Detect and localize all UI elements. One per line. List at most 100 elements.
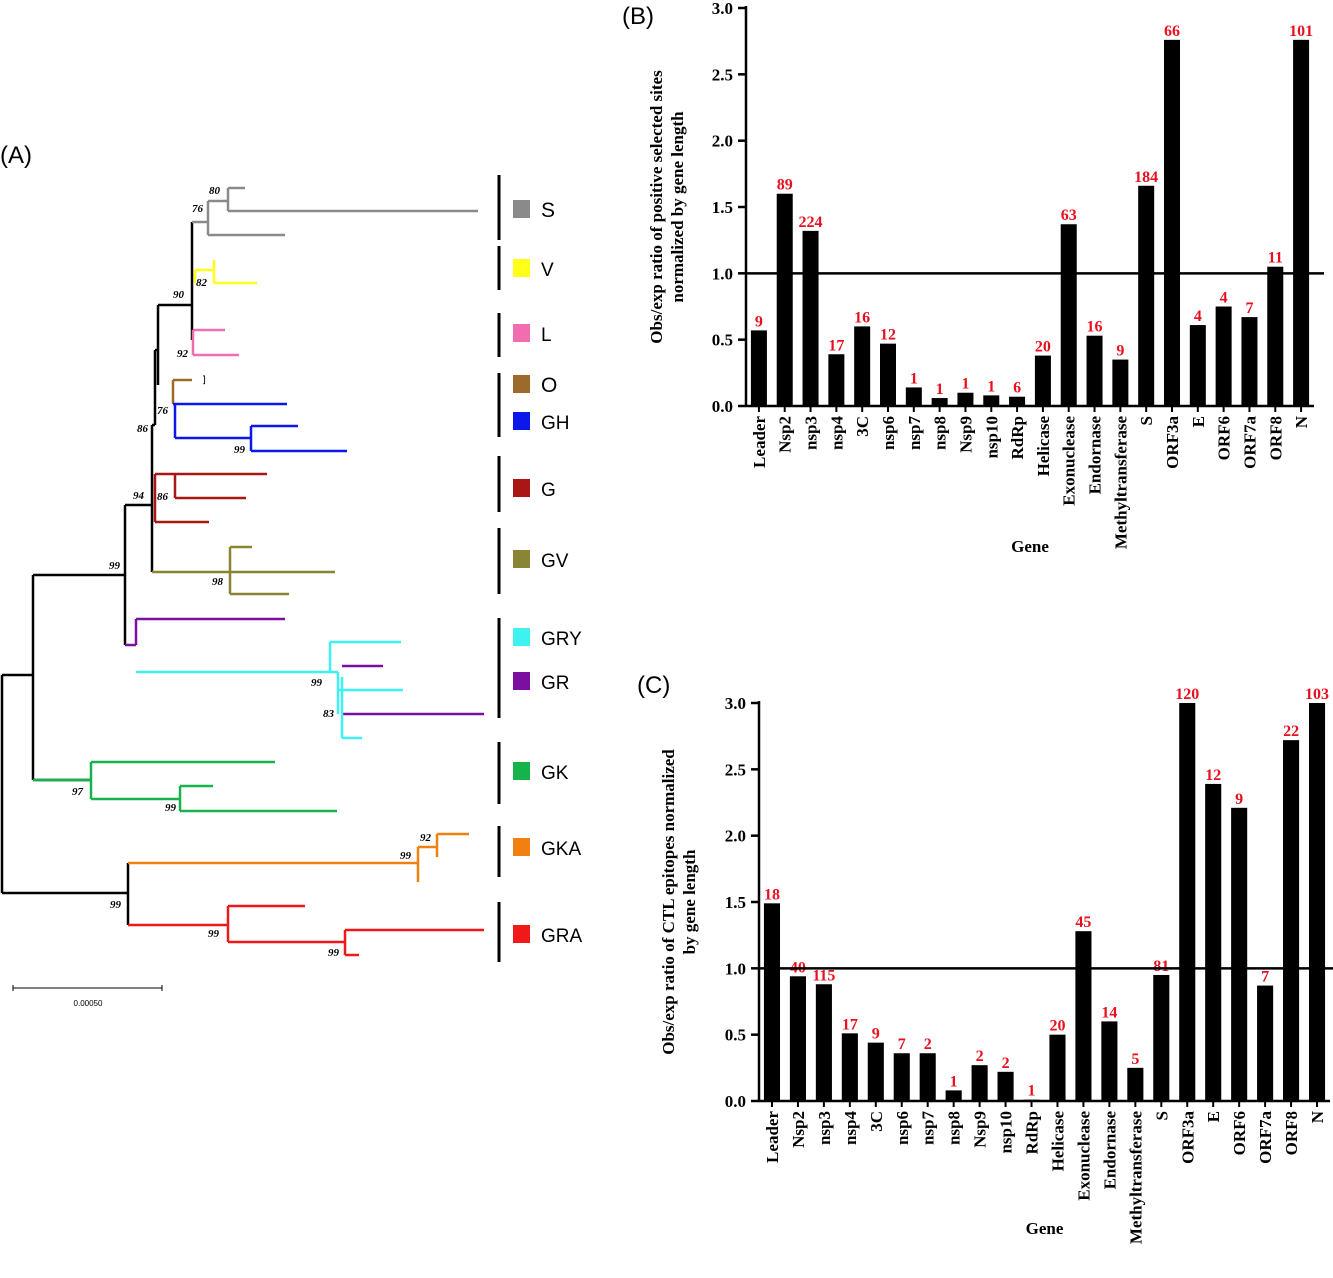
x-tick-label: ORF7a: [1240, 416, 1259, 469]
bar: [763, 903, 781, 1101]
x-tick-label: ORF7a: [1256, 1111, 1275, 1164]
data-label: 22: [1283, 723, 1299, 740]
x-tick-label: ORF6: [1215, 416, 1234, 460]
data-label: 1: [950, 1073, 958, 1090]
bootstrap-label: 99: [400, 850, 412, 862]
bar: [802, 230, 819, 406]
data-label: 6: [1013, 380, 1021, 397]
clade-swatch-o: [513, 375, 530, 393]
clade-gka-branches: [128, 832, 469, 882]
data-label: 115: [812, 967, 835, 984]
bar: [1138, 185, 1155, 406]
y-tick-label: 0.0: [725, 1092, 746, 1111]
data-label: 16: [854, 309, 870, 326]
y-tick-label: 0.5: [712, 331, 733, 350]
clade-swatch-gra: [513, 925, 530, 943]
clade-swatch-v: [513, 259, 530, 277]
x-tick-label: Leader: [763, 1111, 782, 1163]
data-label: 16: [1087, 319, 1103, 336]
bar: [1009, 396, 1026, 406]
x-axis-title: Gene: [1026, 1219, 1064, 1238]
bar: [776, 193, 793, 406]
bar: [789, 976, 806, 1101]
clade-swatch-g: [513, 479, 530, 497]
y-axis-title: Obs/exp ratio of positive selected sites: [647, 70, 666, 344]
collapsed-node-marker: ]: [202, 375, 206, 386]
y-tick-label: 1.0: [725, 959, 746, 978]
clade-label-gk: GK: [541, 763, 569, 784]
panel-label-c: (C): [637, 672, 670, 699]
x-tick-label: Endornase: [1100, 1111, 1119, 1190]
data-label: 2: [924, 1036, 932, 1053]
bootstrap-label: 97: [72, 786, 84, 798]
bootstrap-label: 80: [209, 185, 221, 197]
data-label: 103: [1305, 686, 1329, 703]
clade-label-gry: GRY: [541, 629, 582, 650]
bar: [1023, 1099, 1040, 1101]
y-tick-label: 2.5: [725, 760, 746, 779]
x-tick-label: RdRp: [1008, 416, 1027, 459]
data-label: 20: [1035, 339, 1051, 356]
data-label: 9: [755, 313, 763, 330]
clade-swatch-l: [513, 324, 530, 342]
bar: [750, 330, 767, 406]
x-tick-label: Nsp9: [971, 1111, 990, 1148]
clade-label-gh: GH: [541, 413, 570, 434]
x-tick-label: nsp4: [841, 1111, 860, 1146]
bar: [983, 395, 1000, 406]
data-label: 9: [872, 1026, 880, 1043]
data-label: 9: [1235, 791, 1243, 808]
clade-gr-branches: [125, 617, 484, 716]
data-label: 101: [1289, 23, 1313, 40]
bar: [997, 1071, 1014, 1101]
y-tick-label: 3.0: [725, 694, 746, 713]
bar: [1112, 359, 1129, 406]
bar: [1153, 974, 1170, 1101]
y-tick-label: 0.0: [712, 397, 733, 416]
y-tick-label: 2.0: [725, 827, 746, 846]
y-tick-label: 3.0: [712, 0, 733, 18]
bar: [945, 1090, 962, 1101]
bootstrap-label: 82: [196, 277, 208, 289]
tree-backbone: [0, 222, 194, 925]
x-tick-label: ORF3a: [1163, 416, 1182, 469]
x-tick-label: nsp10: [997, 1111, 1016, 1154]
clade-label-gr: GR: [541, 673, 570, 694]
y-axis-title: Obs/exp ratio of CTL epitopes normalized: [659, 749, 678, 1055]
x-tick-label: Exonuclease: [1074, 1111, 1093, 1201]
panel-label-b: (B): [622, 3, 654, 30]
clade-swatch-gry: [513, 628, 530, 646]
data-label: 9: [1116, 343, 1124, 360]
clade-label-o: O: [541, 374, 557, 397]
bootstrap-label: 86: [157, 491, 169, 503]
phylogenetic-tree: [0, 186, 484, 957]
x-tick-label: N: [1292, 415, 1311, 428]
panel-label-a: (A): [0, 142, 32, 169]
data-label: 1: [936, 381, 944, 398]
bar: [1231, 807, 1248, 1101]
y-tick-label: 1.5: [712, 198, 733, 217]
clade-gry-branches: [136, 640, 403, 740]
x-tick-label: ORF6: [1230, 1111, 1249, 1155]
y-axis-title: normalized by gene length: [668, 111, 687, 303]
bar: [867, 1042, 884, 1101]
data-label: 1: [910, 370, 918, 387]
data-label: 7: [1245, 300, 1253, 317]
bar: [931, 398, 948, 406]
bar: [1215, 306, 1232, 406]
x-tick-label: Endornase: [1086, 416, 1105, 495]
x-tick-label: S: [1152, 1111, 1171, 1120]
x-tick-label: Helicase: [1048, 1111, 1067, 1172]
clade-swatch-gk: [513, 762, 530, 780]
x-tick-label: nsp8: [945, 1111, 964, 1145]
y-tick-label: 1.5: [725, 893, 746, 912]
bootstrap-label: 98: [212, 576, 224, 588]
bootstrap-label: 99: [109, 560, 121, 572]
x-tick-label: nsp3: [802, 416, 821, 450]
data-label: 4: [1194, 308, 1202, 325]
bootstrap-label: 99: [165, 802, 177, 814]
clade-swatch-s: [513, 200, 530, 218]
y-axis-title: by gene length: [680, 849, 699, 954]
x-tick-label: Exonuclease: [1060, 416, 1079, 506]
clade-label-gka: GKA: [541, 839, 581, 860]
